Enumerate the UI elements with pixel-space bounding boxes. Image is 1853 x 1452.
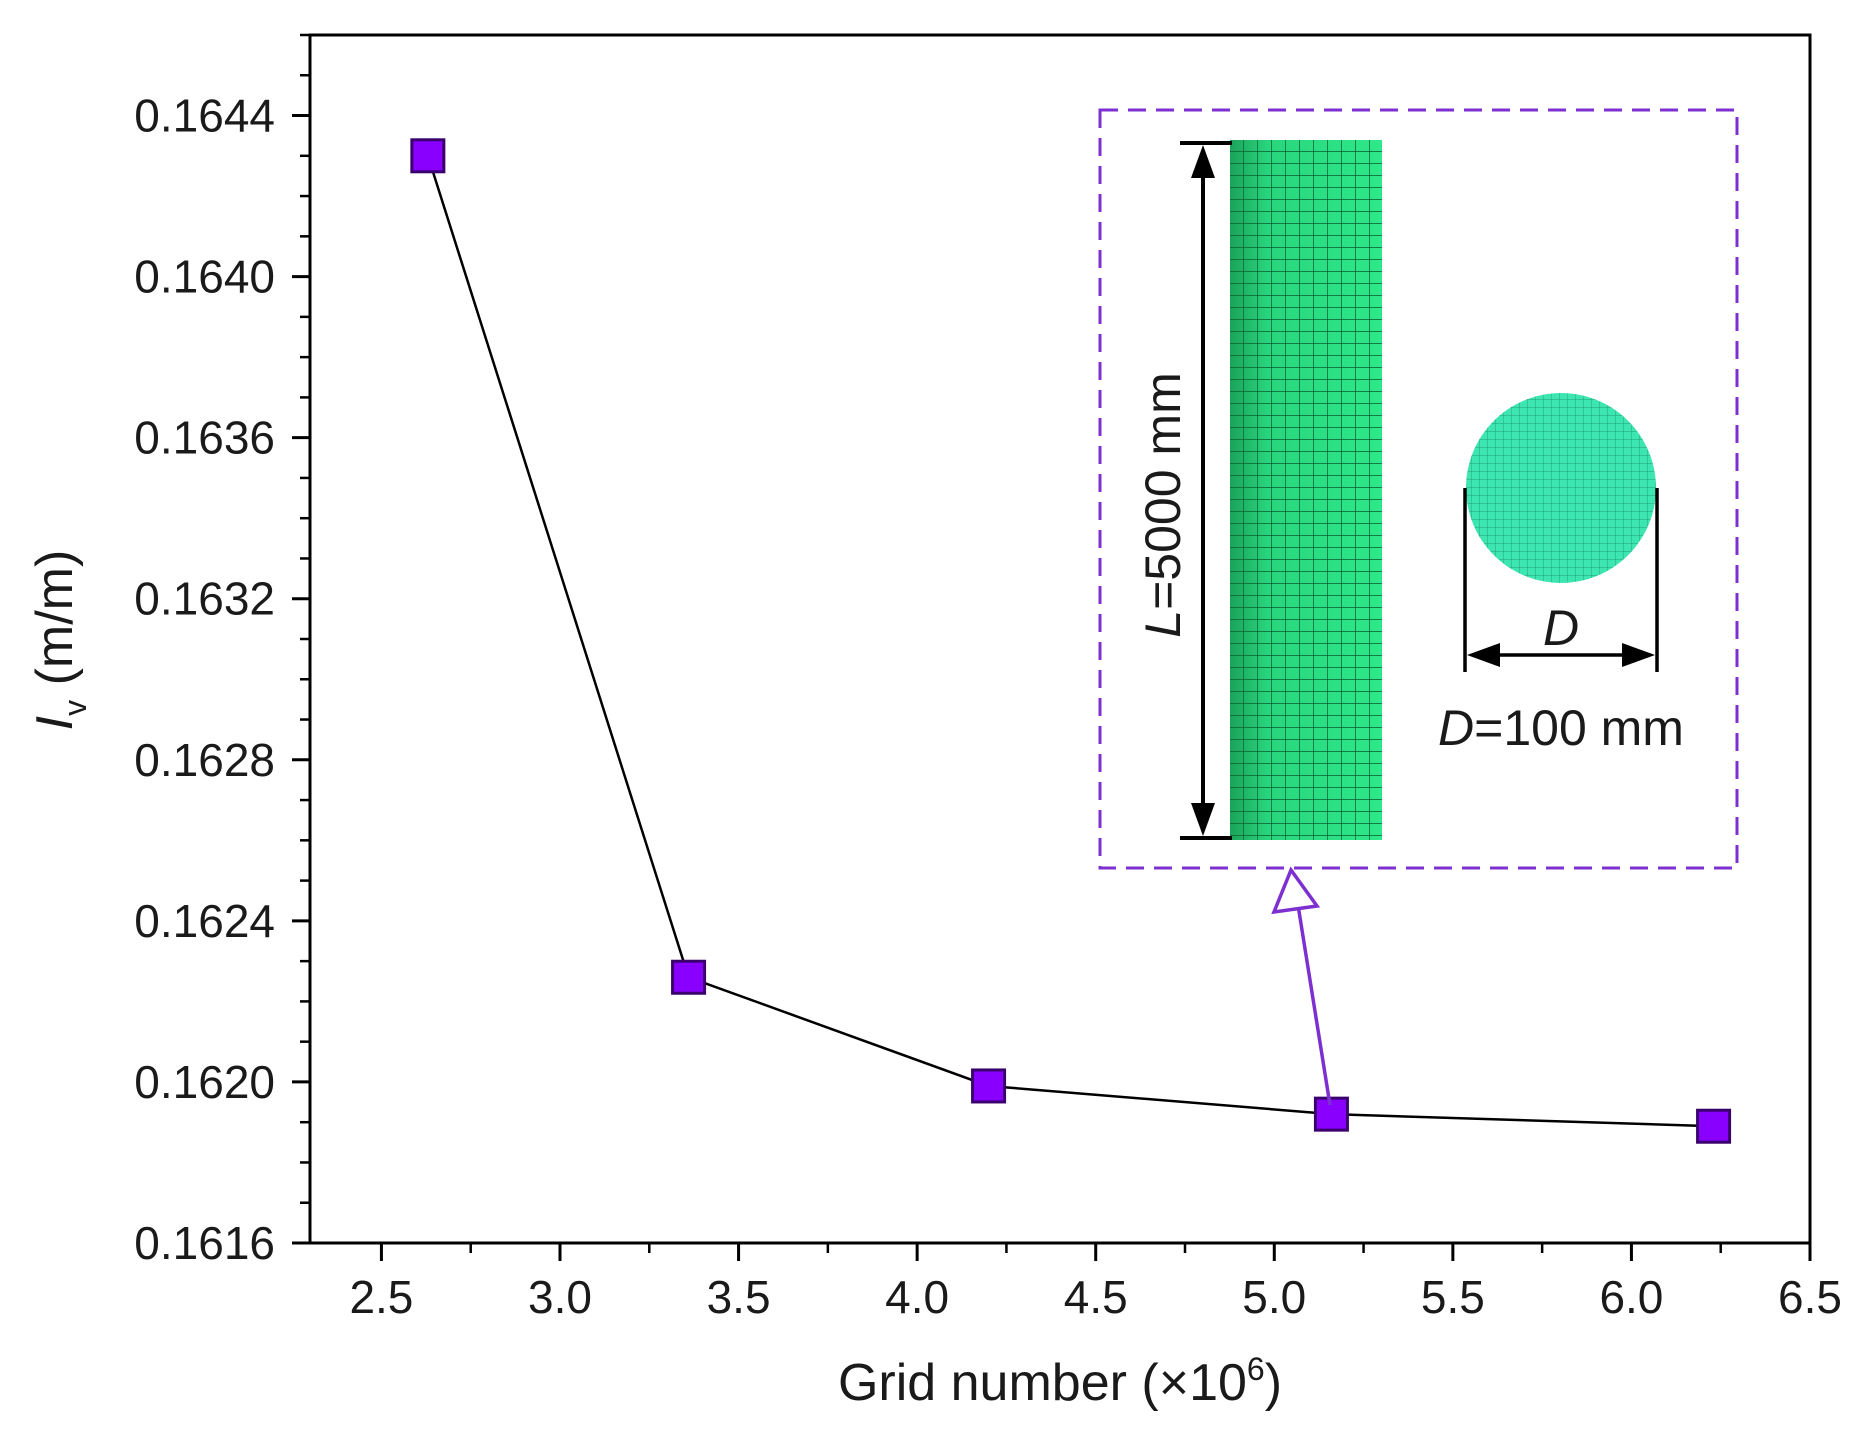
diameter-arrow-left <box>1467 643 1500 667</box>
x-tick-label: 3.0 <box>528 1271 592 1323</box>
y-tick-label: 0.1624 <box>134 895 275 947</box>
pipe-mesh-shading <box>1230 140 1382 840</box>
data-markers <box>410 138 1732 1144</box>
callout-arrowhead <box>1271 866 1321 915</box>
diameter-dimension <box>1463 488 1659 672</box>
length-label: L=5000 mm <box>1135 372 1191 637</box>
y-tick-label: 0.1644 <box>134 90 275 142</box>
y-tick-label: 0.1620 <box>134 1056 275 1108</box>
callout-arrow-line <box>1296 904 1332 1106</box>
length-dimension <box>1180 141 1232 840</box>
x-axis-title: Grid number (×106) <box>838 1351 1282 1412</box>
x-tick-label: 5.0 <box>1242 1271 1306 1323</box>
plot-frame <box>308 33 1812 1245</box>
y-tick-label: 0.1628 <box>134 734 275 786</box>
x-tick-label: 5.5 <box>1421 1271 1485 1323</box>
x-tick-label: 4.5 <box>1064 1271 1128 1323</box>
x-tick-label: 3.5 <box>707 1271 771 1323</box>
data-point-marker <box>1696 1108 1732 1144</box>
data-point-marker <box>410 138 446 174</box>
y-tick-label: 0.1616 <box>134 1217 275 1269</box>
x-axis: 2.5 3.0 3.5 4.0 4.5 5.0 5.5 6.0 6.5 <box>349 1243 1842 1323</box>
x-tick-label: 2.5 <box>349 1271 413 1323</box>
y-tick-label: 0.1640 <box>134 251 275 303</box>
y-axis: 0.1616 0.1620 0.1624 0.1628 0.1632 0.1636 0.16… <box>134 33 310 1269</box>
length-arrow-up <box>1191 145 1215 178</box>
length-arrow-down <box>1191 803 1215 836</box>
series-line <box>426 155 1714 1128</box>
data-point-marker <box>971 1068 1007 1104</box>
y-axis-title: Iv (m/m) <box>26 550 93 731</box>
y-tick-label: 0.1632 <box>134 573 275 625</box>
y-tick-label: 0.1636 <box>134 412 275 464</box>
data-point-marker <box>671 959 707 995</box>
x-tick-label: 4.0 <box>885 1271 949 1323</box>
x-tick-label: 6.0 <box>1599 1271 1663 1323</box>
diameter-symbol: D <box>1543 600 1579 656</box>
geometry-inset: L=5000 mm D D=100 mm <box>1098 108 1739 1106</box>
pipe-cross-section <box>1466 393 1656 583</box>
diameter-arrow-right <box>1622 643 1655 667</box>
x-tick-label: 6.5 <box>1778 1271 1842 1323</box>
inset-border <box>1098 108 1739 870</box>
diameter-label: D=100 mm <box>1438 700 1684 756</box>
